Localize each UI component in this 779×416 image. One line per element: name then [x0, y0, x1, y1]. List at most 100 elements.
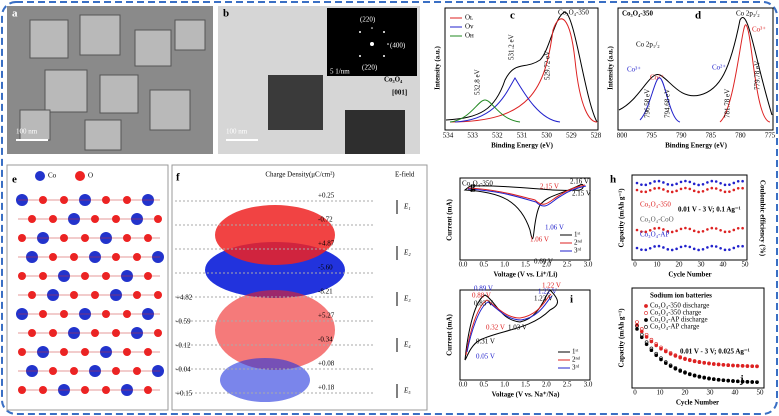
data-point [679, 187, 683, 191]
data-point [679, 227, 683, 231]
legend-label: 2ⁿᵈ [574, 239, 583, 247]
x-tick-label: 2.0 [542, 261, 551, 269]
curve [445, 11, 598, 123]
sample-label: Co₃O₄-350 [622, 10, 654, 18]
data-point [653, 227, 656, 230]
panel-label: d [695, 10, 701, 22]
data-point [710, 186, 714, 190]
data-point [635, 320, 639, 324]
x-tick-label: 0.0 [459, 261, 468, 269]
data-point [666, 190, 670, 193]
panel-title: Sodium ion batteries [650, 292, 712, 300]
data-point [719, 228, 722, 232]
data-point [719, 188, 722, 192]
sample-label: Co₃O₄-350 [558, 9, 589, 17]
x-tick-label: 50 [742, 261, 750, 269]
data-point [707, 361, 711, 366]
field-label: E₄ [403, 341, 411, 349]
data-point [659, 345, 663, 350]
data-point [683, 370, 687, 375]
data-point [666, 248, 670, 251]
data-point [706, 246, 709, 249]
data-point [688, 180, 692, 184]
data-point [706, 228, 709, 231]
data-point [654, 351, 659, 356]
peak-label: 1.03 V [508, 324, 527, 332]
data-point [663, 360, 668, 364]
y-axis-label: Current (mA) [446, 314, 454, 356]
charge-value: +0.08 [318, 360, 335, 368]
condition-label: 0.01 V - 3 V; 0.025 Ag⁻¹ [680, 348, 750, 356]
peak-label: 1.23 V [534, 295, 553, 303]
diffraction-spots [359, 27, 389, 57]
data-point [657, 244, 661, 248]
x-axis-label: Voltage (V vs. Na⁺/Na) [492, 391, 561, 399]
x-tick-label: 2.5 [563, 381, 572, 389]
cubes [19, 14, 206, 151]
legend-label: 3ʳᵈ [572, 364, 580, 372]
y-axis-label: Intensity (a.u.) [607, 45, 615, 89]
axes [631, 287, 765, 389]
curve [719, 24, 771, 123]
peak-label: 2.15 V [540, 183, 559, 191]
data-point [719, 246, 722, 250]
peak-label: 1.06 V [530, 236, 549, 244]
data-point [684, 244, 687, 248]
data-point [675, 189, 678, 193]
peak-label: 1.22 V [538, 288, 557, 296]
charge-value: -0.34 [318, 336, 333, 344]
x-tick-label: 1.5 [521, 261, 530, 269]
data-point [644, 248, 648, 252]
scale-label: 100 nm [226, 128, 248, 136]
peak-label: 0.89 V [474, 285, 493, 293]
x-tick-label: 530 [541, 132, 552, 140]
charge-value: -0.59 [176, 318, 191, 326]
x-axis-label: Cycle Number [676, 399, 719, 407]
data-point [716, 362, 721, 367]
data-point [716, 377, 721, 382]
data-point [707, 376, 711, 381]
data-point [701, 183, 705, 186]
data-point [710, 226, 714, 230]
data-point [728, 183, 731, 186]
data-point [755, 364, 759, 369]
x-tick-label: 531 [517, 132, 528, 140]
data-point [635, 324, 639, 328]
peak-label: 796.58 eV [644, 89, 652, 118]
data-point [635, 188, 639, 192]
data-point [684, 186, 687, 190]
data-point [663, 361, 668, 365]
data-point [736, 245, 740, 248]
y-axis-label: Current (mA) [446, 199, 454, 241]
species-label: Co²⁺ [650, 74, 664, 82]
data-point [639, 329, 644, 334]
field-label: E₁ [403, 203, 411, 211]
scale-label: 100 nm [16, 128, 38, 136]
data-point [688, 187, 692, 191]
data-point [714, 180, 718, 183]
data-point [639, 327, 644, 331]
cv-curve [465, 293, 552, 356]
x-tick-label: 10 [654, 261, 662, 269]
data-point [662, 188, 665, 191]
data-point [735, 379, 740, 384]
data-point [745, 364, 750, 368]
data-point [697, 374, 702, 379]
data-point [649, 337, 654, 342]
data-point [657, 179, 661, 183]
charge-blob [215, 290, 335, 370]
legend-marker [644, 325, 648, 329]
scatter [635, 179, 744, 252]
data-point [721, 362, 726, 367]
peak-label: 1.22 V [542, 282, 561, 290]
field-title: E-field [395, 171, 415, 179]
data-point [657, 226, 661, 230]
curve [449, 99, 521, 123]
x-tick-label: 533 [467, 132, 478, 140]
data-point [692, 373, 697, 378]
peak-label: 779.78 eV [754, 61, 762, 90]
cv-curve [467, 185, 587, 207]
curve [639, 77, 681, 123]
